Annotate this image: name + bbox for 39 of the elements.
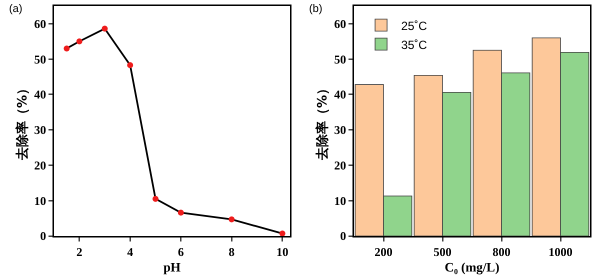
point [64, 45, 70, 52]
x-tick-label: 2 [76, 244, 82, 259]
x-tick-label: 800 [492, 244, 510, 259]
point [76, 38, 82, 44]
y-tick-label: 0 [40, 229, 46, 244]
y-tick-label: 50 [34, 52, 46, 66]
point [279, 230, 286, 236]
x-tick-label: 8 [228, 244, 235, 259]
y-axis-title: 去除率（%） [14, 82, 30, 162]
point [102, 26, 108, 32]
x-tick-label: 4 [127, 244, 134, 259]
y-tick-label: 60 [34, 16, 46, 31]
x-tick-label: 6 [178, 244, 184, 259]
y-tick-label: 40 [334, 88, 346, 102]
y-tick-label: 40 [34, 88, 46, 102]
y-tick-label: 50 [334, 52, 346, 66]
y-tick-label: 30 [334, 123, 346, 138]
legend-label: 35˚C [401, 38, 428, 52]
point [228, 216, 235, 222]
x-axis-title: C₀ (mg/L) [444, 259, 500, 274]
y-tick-label: 60 [334, 16, 346, 31]
text: (a) [9, 3, 22, 15]
y-tick-label: 10 [34, 194, 46, 208]
point [127, 62, 134, 68]
point [152, 196, 159, 202]
x-axis-title: pH [163, 259, 181, 274]
y-tick-label: 20 [334, 158, 346, 172]
x-tick-label: 10 [276, 244, 288, 259]
y-axis-title: 去除率（%） [314, 82, 330, 162]
y-tick-label: 20 [34, 158, 46, 172]
point [178, 210, 184, 216]
legend-label: 25˚C [401, 18, 428, 33]
x-tick-label: 1000 [548, 244, 572, 259]
y-tick-label: 0 [340, 229, 346, 244]
y-tick-label: 10 [334, 194, 346, 208]
x-tick-label: 500 [434, 244, 452, 259]
x-tick-label: 200 [374, 244, 392, 259]
text: (b) [309, 3, 322, 15]
y-tick-label: 30 [34, 123, 46, 138]
